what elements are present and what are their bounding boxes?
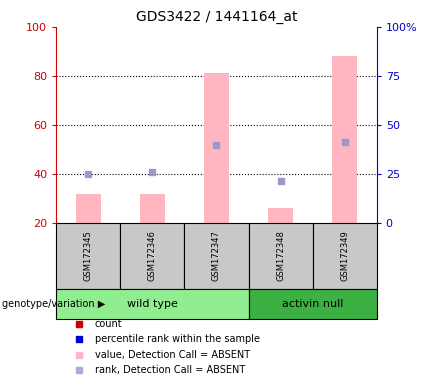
Bar: [75, 194, 101, 223]
Title: GDS3422 / 1441164_at: GDS3422 / 1441164_at: [136, 10, 297, 25]
Bar: [313, 223, 377, 288]
Text: activin null: activin null: [282, 299, 343, 309]
Bar: [249, 288, 377, 319]
Text: GSM172346: GSM172346: [148, 230, 157, 281]
Bar: [56, 223, 120, 288]
Text: value, Detection Call = ABSENT: value, Detection Call = ABSENT: [95, 349, 250, 359]
Bar: [249, 223, 313, 288]
Text: GSM172349: GSM172349: [340, 230, 349, 281]
Text: rank, Detection Call = ABSENT: rank, Detection Call = ABSENT: [95, 365, 245, 375]
Bar: [56, 288, 249, 319]
Bar: [120, 223, 184, 288]
Text: percentile rank within the sample: percentile rank within the sample: [95, 334, 260, 344]
Text: wild type: wild type: [127, 299, 178, 309]
Text: GSM172345: GSM172345: [84, 230, 93, 281]
Text: GSM172348: GSM172348: [276, 230, 285, 281]
Bar: [268, 209, 294, 223]
Text: count: count: [95, 319, 123, 329]
Bar: [332, 56, 358, 223]
Bar: [139, 194, 165, 223]
Bar: [184, 223, 249, 288]
Bar: [204, 73, 229, 223]
Text: genotype/variation ▶: genotype/variation ▶: [2, 299, 105, 309]
Text: GSM172347: GSM172347: [212, 230, 221, 281]
